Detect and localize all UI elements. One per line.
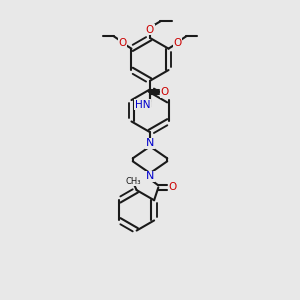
Text: HN: HN: [135, 100, 150, 110]
Text: O: O: [168, 182, 176, 193]
Text: O: O: [146, 25, 154, 34]
Text: O: O: [160, 87, 169, 97]
Text: O: O: [173, 38, 181, 48]
Text: N: N: [146, 171, 154, 181]
Text: CH₃: CH₃: [126, 177, 141, 186]
Text: O: O: [118, 38, 127, 48]
Text: N: N: [146, 139, 154, 148]
